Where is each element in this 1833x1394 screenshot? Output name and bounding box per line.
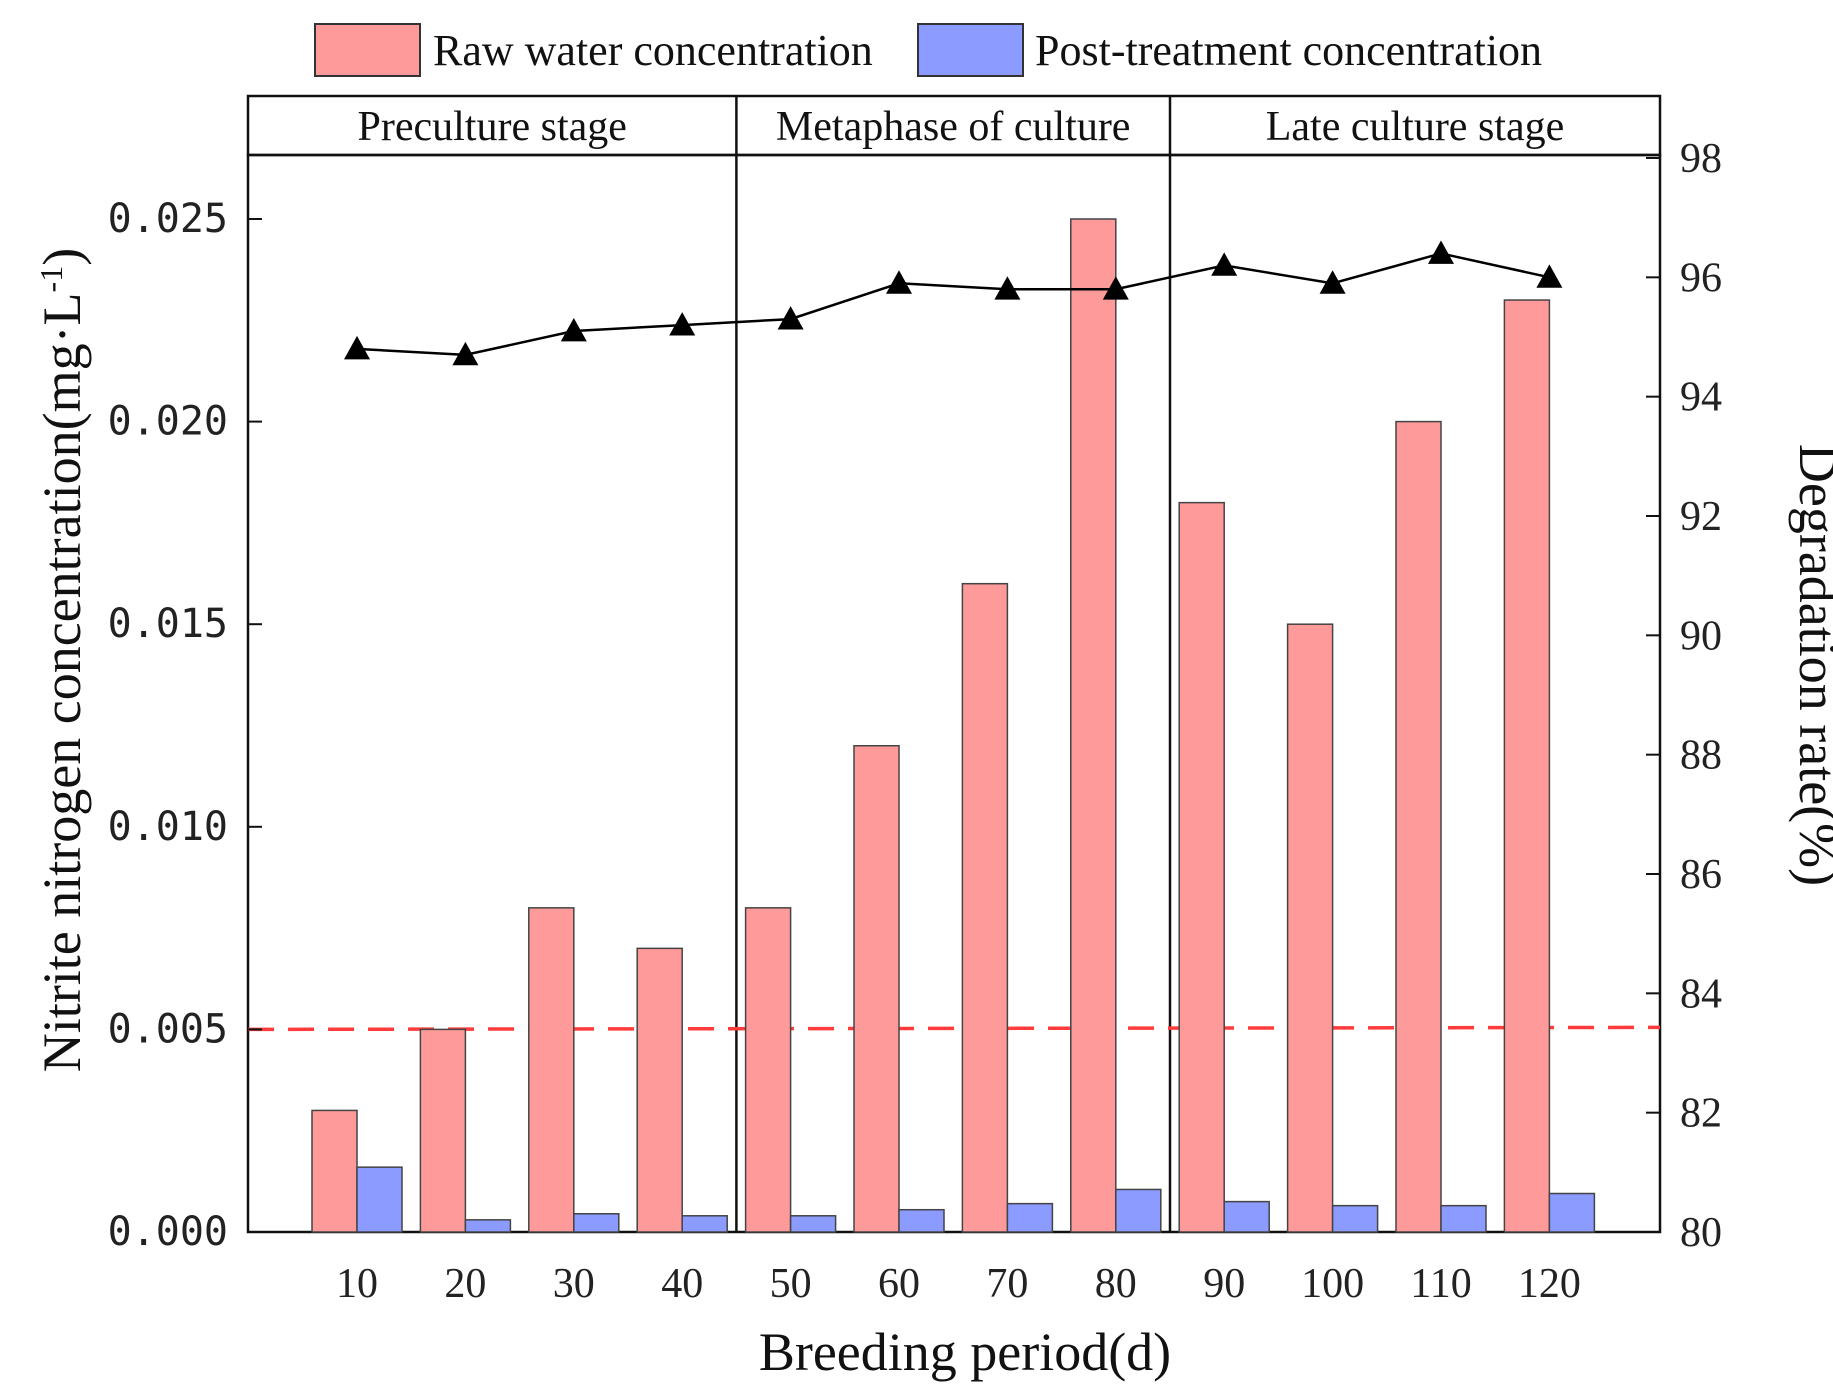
right-tick-label-8: 96 [1680,255,1722,301]
x-tick-label-40: 40 [661,1261,703,1307]
bar-raw-water-50 [744,907,792,1233]
right-tick-label-1: 82 [1680,1091,1722,1137]
left-y-axis-title-close: ) [32,248,92,266]
bar-post-treatment-70 [1006,1202,1054,1233]
bar-post-treatment-40 [681,1215,728,1233]
bar-post-treatment-120 [1548,1192,1596,1233]
bar-post-treatment-30 [573,1213,620,1233]
left-tick-label-5: 0.025 [108,196,228,242]
degradation-marker-10 [344,335,370,360]
bar-post-treatment-10 [356,1166,403,1233]
bar-post-treatment-80 [1115,1188,1162,1233]
left-tick-label-0: 0.000 [108,1209,228,1255]
right-tick-label-5: 90 [1680,613,1722,659]
degradation-marker-40 [669,312,696,336]
x-tick-label-120: 120 [1518,1261,1581,1307]
plot-area [246,153,1662,1234]
degradation-marker-50 [777,306,804,330]
right-tick-label-3: 86 [1680,852,1722,898]
bar-post-treatment-60 [898,1208,945,1233]
right-tick-label-0: 80 [1680,1210,1722,1256]
degradation-marker-90 [1211,252,1238,276]
degradation-marker-110 [1428,240,1454,264]
bar-raw-water-80 [1070,218,1117,1233]
plot-frame [246,153,1662,1234]
left-y-axis-title: Nitrite nitrogen concentration(mg·L-1) [32,248,92,1072]
degradation-rate-line [356,252,1550,357]
left-tick-label-1: 0.005 [108,1006,228,1052]
degradation-marker-70 [994,276,1021,300]
left-tick-label-3: 0.015 [108,601,228,647]
degradation-marker-80 [1102,276,1129,300]
x-tick-label-80: 80 [1095,1261,1137,1307]
legend-swatch-raw-water [314,23,421,77]
legend-swatch-post-treatment [917,23,1024,77]
stage-header-band: Preculture stage Metaphase of culture Late… [246,94,1662,1232]
x-tick-label-100: 100 [1301,1261,1364,1307]
bar-raw-water-110 [1395,420,1442,1233]
right-y-axis-title: Degradation rate(%) [1788,444,1833,886]
degradation-marker-120 [1536,264,1563,288]
bar-raw-water-90 [1178,501,1225,1233]
bar-post-treatment-110 [1440,1204,1487,1233]
degradation-marker-30 [560,318,587,342]
right-tick-label-6: 92 [1680,494,1722,540]
legend-label-raw-water: Raw water concentration [433,26,873,75]
right-tick-label-4: 88 [1680,733,1722,779]
bar-raw-water-100 [1286,623,1334,1233]
bar-raw-water-120 [1503,299,1551,1233]
legend-label-post-treatment: Post-treatment concentration [1035,26,1542,75]
degradation-marker-100 [1319,270,1346,294]
x-tick-label-60: 60 [878,1261,920,1307]
right-tick-label-2: 84 [1680,971,1722,1017]
bar-post-treatment-50 [789,1215,837,1233]
x-tick-label-10: 10 [336,1261,378,1307]
bar-raw-water-40 [636,947,683,1233]
x-axis-title: Breeding period(d) [759,1322,1171,1382]
right-tick-label-9: 98 [1680,136,1722,182]
bar-raw-water-10 [311,1109,358,1233]
x-tick-label-90: 90 [1203,1261,1245,1307]
x-tick-label-50: 50 [770,1261,812,1307]
left-y-axis: 0.000 0.005 0.010 0.015 0.020 0.025 [108,196,262,1255]
left-y-axis-title-superscript: -1 [33,266,69,293]
bar-post-treatment-100 [1331,1204,1379,1233]
stage-label-3: Late culture stage [1266,104,1565,150]
x-tick-label-30: 30 [553,1261,595,1307]
bar-raw-water-20 [419,1028,467,1233]
right-tick-label-7: 94 [1680,375,1722,421]
bar-post-treatment-90 [1223,1200,1270,1233]
bar-raw-water-30 [528,907,575,1233]
bar-raw-water-60 [853,745,900,1233]
stage-label-2: Metaphase of culture [776,104,1131,150]
bar-raw-water-70 [961,582,1009,1233]
degradation-marker-60 [886,270,912,294]
left-tick-label-4: 0.020 [108,399,228,445]
degradation-marker-20 [452,341,479,366]
x-axis: 10 20 30 40 50 60 70 80 90 100 110 120 [336,1261,1581,1307]
x-tick-label-70: 70 [986,1261,1028,1307]
left-y-axis-title-main: Nitrite nitrogen concentration(mg·L [32,292,92,1072]
stage-label-1: Preculture stage [358,104,627,150]
legend: Raw water concentration Post-treatment c… [314,23,1542,77]
x-tick-label-20: 20 [444,1261,486,1307]
x-tick-label-110: 110 [1410,1261,1471,1307]
bar-post-treatment-20 [464,1219,512,1233]
right-y-axis: 80 82 84 86 88 90 92 94 96 98 [1646,136,1722,1256]
left-tick-label-2: 0.010 [108,804,228,850]
